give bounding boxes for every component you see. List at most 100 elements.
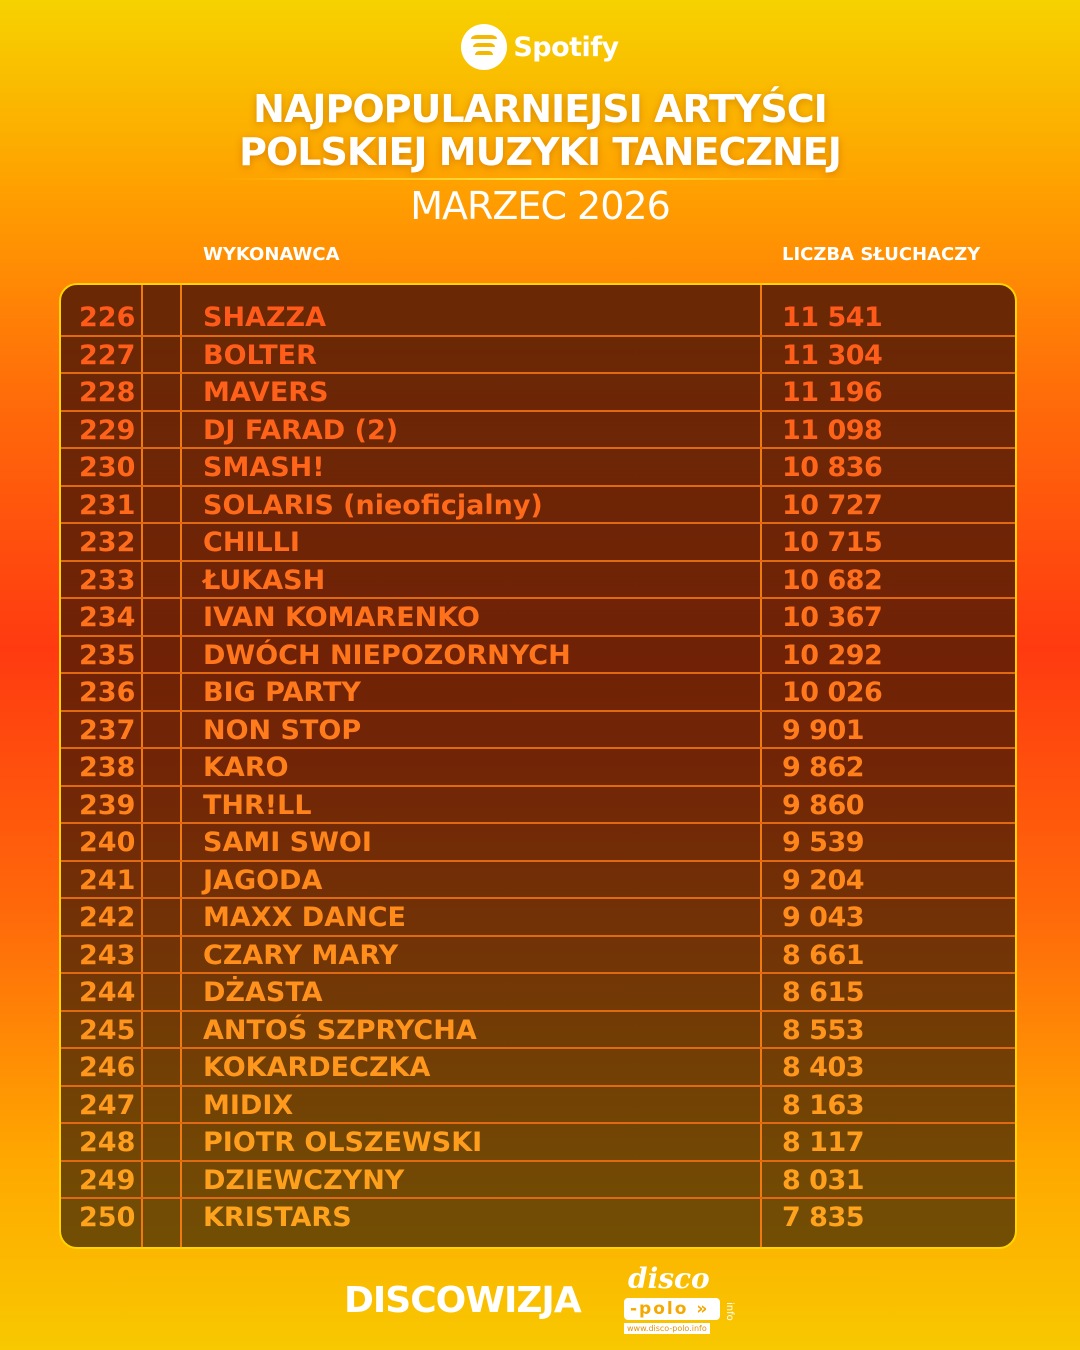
listeners-cell: 10 026 [782,677,883,708]
listeners-cell: 9 901 [782,714,865,746]
column-header-artist: WYKONAWCA [203,244,340,265]
listeners-cell: 7 835 [782,1202,865,1233]
artist-cell: CZARY MARY [203,939,399,971]
artist-cell: IVAN KOMARENKO [203,602,480,633]
spotify-wordmark: Spotify [513,31,619,63]
rank-cell: 227 [79,339,136,371]
artist-cell: THR!LL [203,789,312,821]
listeners-cell: 9 043 [782,902,865,933]
artist-cell: DWÓCH NIEPOZORNYCH [203,639,571,671]
artist-cell: ANTOŚ SZPRYCHA [203,1014,477,1046]
listeners-cell: 11 196 [782,377,883,408]
table-row: 236 BIG PARTY 10 026 [61,674,1015,712]
artist-cell: SAMI SWOI [203,827,372,858]
logo-info: info [724,1302,735,1321]
listeners-cell: 9 862 [782,752,865,783]
listeners-cell: 9 204 [782,864,865,896]
rank-cell: 244 [79,977,136,1008]
table-row: 242 MAXX DANCE 9 043 [61,899,1015,937]
artist-cell: KOKARDECZKA [203,1052,431,1083]
page-title: NAJPOPULARNIEJSI ARTYŚCI POLSKIEJ MUZYKI… [0,88,1080,174]
rank-cell: 250 [79,1202,136,1233]
listeners-cell: 11 098 [782,414,883,446]
logo-url: www.disco-polo.info [624,1323,710,1334]
divider [220,178,860,180]
rank-cell: 240 [79,827,136,858]
artist-cell: MAVERS [203,377,329,408]
rank-cell: 248 [79,1127,136,1158]
table-row: 232 CHILLI 10 715 [61,524,1015,562]
artist-cell: BOLTER [203,339,317,371]
rank-cell: 241 [79,864,136,896]
table-row: 237 NON STOP 9 901 [61,712,1015,749]
artist-cell: CHILLI [203,527,300,558]
rank-cell: 237 [79,714,136,746]
period-subtitle: MARZEC 2026 [410,184,671,228]
spotify-icon [461,24,508,70]
table-row: 244 DŻASTA 8 615 [61,974,1015,1012]
table-row: 243 CZARY MARY 8 661 [61,937,1015,974]
rank-cell: 230 [79,452,136,483]
artist-cell: DJ FARAD (2) [203,414,399,446]
artist-cell: DŻASTA [203,977,323,1008]
listeners-cell: 8 163 [782,1089,865,1121]
listeners-cell: 10 367 [782,602,883,633]
table-row: 250 KRISTARS 7 835 [61,1199,1015,1237]
logo-polo: -polo » [624,1298,720,1320]
rank-cell: 226 [79,302,136,333]
listeners-cell: 8 403 [782,1052,865,1083]
rank-cell: 245 [79,1014,136,1046]
table-row: 238 KARO 9 862 [61,749,1015,787]
artist-cell: MIDIX [203,1089,294,1121]
rank-cell: 243 [79,939,136,971]
listeners-cell: 11 541 [782,302,883,333]
column-header-listeners: LICZBA SŁUCHACZY [782,244,981,265]
table-row: 227 BOLTER 11 304 [61,337,1015,374]
column-divider [760,285,762,1247]
table-row: 246 KOKARDECZKA 8 403 [61,1049,1015,1087]
table-row: 231 SOLARIS (nieoficjalny) 10 727 [61,487,1015,524]
title-line-1: NAJPOPULARNIEJSI ARTYŚCI [253,87,828,131]
listeners-cell: 11 304 [782,339,883,371]
table-row: 248 PIOTR OLSZEWSKI 8 117 [61,1124,1015,1162]
artist-cell: KRISTARS [203,1202,352,1233]
rank-cell: 249 [79,1164,136,1196]
listeners-cell: 10 836 [782,452,883,483]
listeners-cell: 10 682 [782,564,883,596]
rank-cell: 239 [79,789,136,821]
artist-cell: SOLARIS (nieoficjalny) [203,489,543,521]
rank-cell: 238 [79,752,136,783]
table-row: 241 JAGODA 9 204 [61,862,1015,899]
artist-cell: KARO [203,752,289,783]
listeners-cell: 9 860 [782,789,865,821]
listeners-cell: 8 553 [782,1014,865,1046]
rank-cell: 229 [79,414,136,446]
listeners-cell: 10 727 [782,489,883,521]
table-row: 249 DZIEWCZYNY 8 031 [61,1162,1015,1199]
table-row: 239 THR!LL 9 860 [61,787,1015,824]
table-row: 228 MAVERS 11 196 [61,374,1015,412]
rank-cell: 233 [79,564,136,596]
table-row: 233 ŁUKASH 10 682 [61,562,1015,599]
listeners-cell: 8 117 [782,1127,865,1158]
rank-cell: 234 [79,602,136,633]
title-line-2: POLSKIEJ MUZYKI TANECZNEJ [239,130,842,174]
artist-cell: BIG PARTY [203,677,361,708]
table-row: 235 DWÓCH NIEPOZORNYCH 10 292 [61,637,1015,674]
rank-cell: 242 [79,902,136,933]
artist-cell: SHAZZA [203,302,326,333]
rank-cell: 246 [79,1052,136,1083]
column-divider [180,285,182,1247]
listeners-cell: 9 539 [782,827,865,858]
listeners-cell: 8 615 [782,977,865,1008]
rank-cell: 232 [79,527,136,558]
table-row: 230 SMASH! 10 836 [61,449,1015,487]
artist-cell: PIOTR OLSZEWSKI [203,1127,483,1158]
artist-cell: JAGODA [203,864,323,896]
listeners-cell: 8 661 [782,939,865,971]
artist-cell: DZIEWCZYNY [203,1164,405,1196]
table-row: 234 IVAN KOMARENKO 10 367 [61,599,1015,637]
listeners-cell: 10 715 [782,527,883,558]
rank-cell: 228 [79,377,136,408]
spotify-logo: Spotify [0,24,1080,70]
